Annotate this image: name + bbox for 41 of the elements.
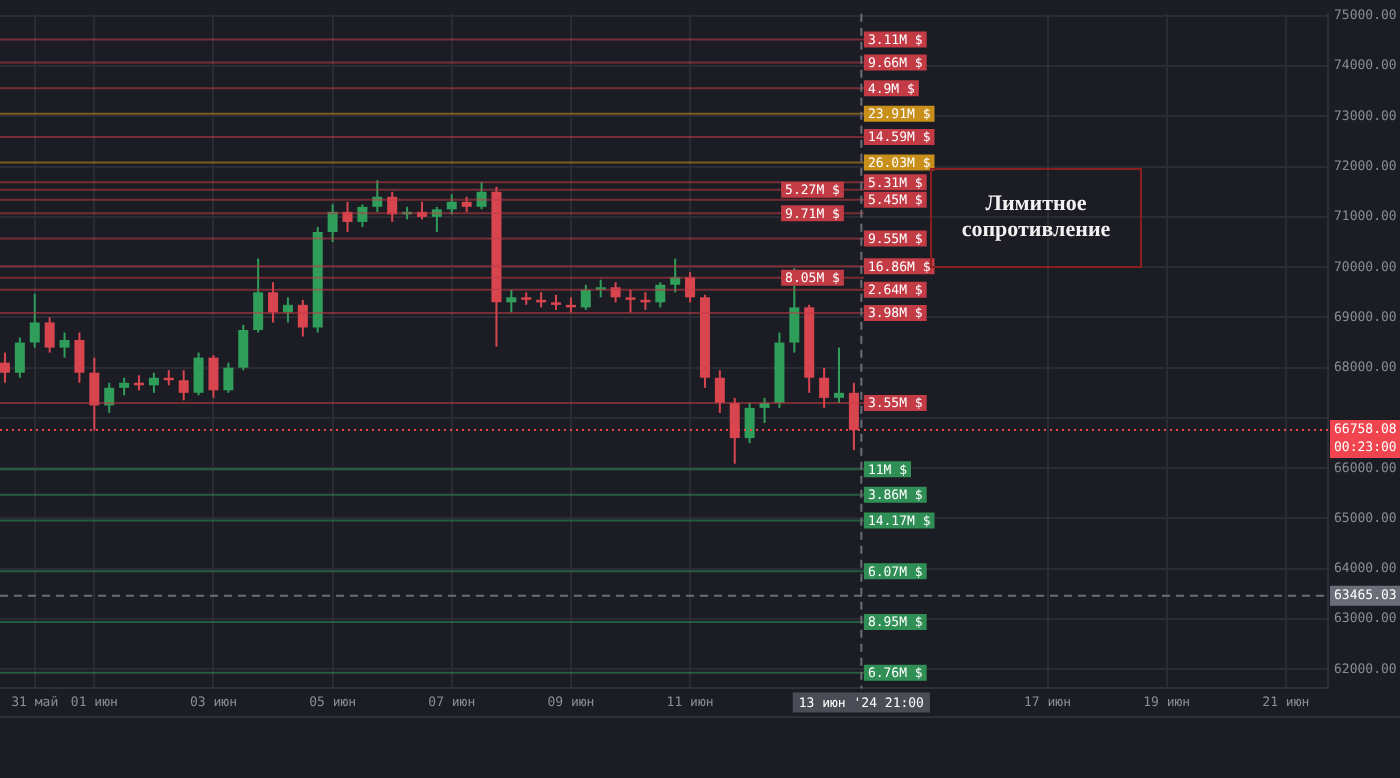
candlestick bbox=[238, 323, 249, 372]
candlestick bbox=[59, 331, 70, 359]
candlestick bbox=[848, 381, 859, 452]
candlestick bbox=[744, 401, 755, 445]
candlestick bbox=[729, 396, 740, 465]
candlestick bbox=[819, 366, 830, 409]
candlestick bbox=[610, 281, 621, 304]
candlestick bbox=[506, 288, 517, 314]
candlestick bbox=[714, 369, 725, 414]
candlestick bbox=[193, 351, 204, 397]
candlestick bbox=[282, 296, 293, 324]
candlestick bbox=[342, 200, 353, 233]
candlestick bbox=[148, 371, 159, 394]
candlestick bbox=[89, 356, 100, 432]
candlestick bbox=[372, 179, 383, 213]
candlestick bbox=[268, 281, 279, 324]
candlestick bbox=[297, 298, 308, 338]
candlestick bbox=[387, 190, 398, 223]
candlestick bbox=[223, 361, 234, 394]
candlestick bbox=[104, 381, 115, 414]
candlestick bbox=[834, 346, 844, 404]
candlestick bbox=[208, 354, 219, 399]
candlestick bbox=[14, 336, 25, 379]
candlestick bbox=[759, 396, 770, 424]
candlestick bbox=[0, 351, 10, 384]
candlestick bbox=[476, 181, 487, 211]
candlestick bbox=[625, 288, 636, 314]
candlestick bbox=[431, 205, 442, 233]
candlestick bbox=[178, 369, 189, 402]
candlestick bbox=[670, 257, 681, 294]
candlestick bbox=[44, 316, 55, 354]
candlestick bbox=[655, 281, 666, 309]
candlestick bbox=[580, 283, 591, 311]
candlestick bbox=[253, 257, 264, 334]
candlestick bbox=[357, 203, 368, 228]
candlestick bbox=[685, 271, 696, 304]
candlestick bbox=[446, 193, 457, 216]
annotation: Лимитное сопротивление bbox=[930, 168, 1142, 268]
candlestick bbox=[74, 331, 85, 384]
candlestick bbox=[327, 203, 338, 244]
candlestick bbox=[29, 292, 40, 349]
